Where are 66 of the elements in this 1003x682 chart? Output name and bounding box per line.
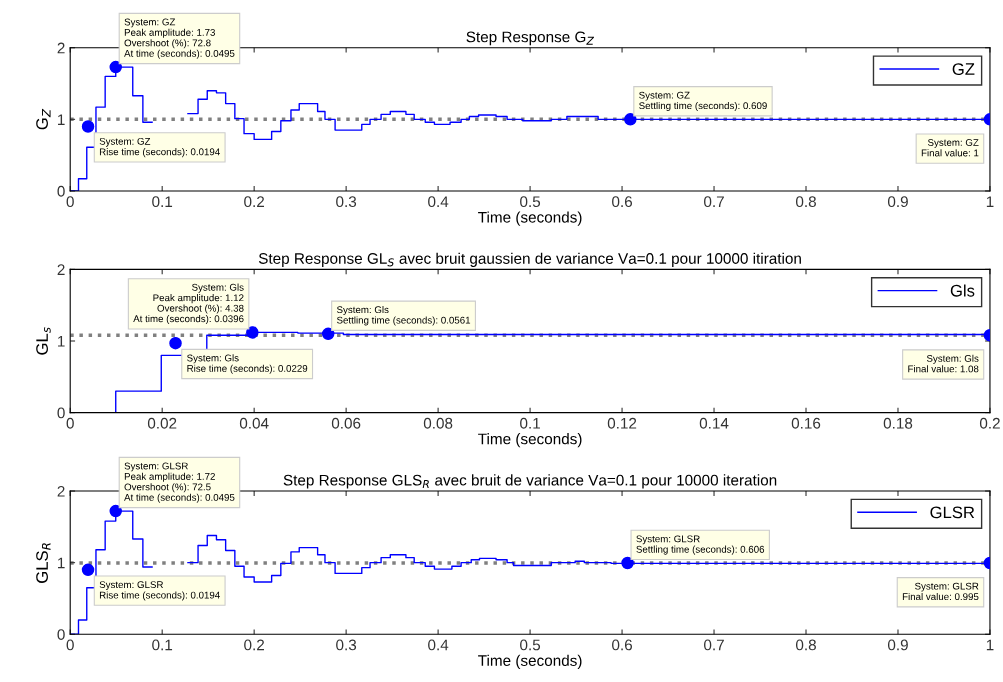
x-tick-label: 0.7 <box>704 196 724 208</box>
y-tick-label: 1 <box>58 557 65 569</box>
x-tick-label: 0.3 <box>336 196 357 208</box>
y-tick-label: 1 <box>58 114 65 125</box>
annotation: System: Gls Settling time (seconds): 0.0561 <box>336 305 471 326</box>
y-tick-label: 2 <box>57 485 65 497</box>
x-tick-label: 0.6 <box>612 639 633 651</box>
y-tick-label: 0 <box>57 407 65 419</box>
chart-title: Step Response GLS$_{R}$ avec bruit de variance Va=0.1 pour 10000 iteration <box>283 474 777 489</box>
x-tick-label: 0.1 <box>520 417 540 429</box>
x-tick-label: 1 <box>986 196 994 207</box>
x-tick-label: 0.04 <box>239 417 269 429</box>
x-tick-label: 0.1 <box>152 639 173 651</box>
x-tick-label: 0.2 <box>244 639 265 651</box>
annotation: System: GZ Rise time (seconds): 0.0194 <box>99 137 220 158</box>
x-tick-label: 0.6 <box>612 196 633 208</box>
x-tick-label: 0.3 <box>336 639 357 651</box>
x-axis-title: Time (seconds) <box>478 433 582 448</box>
x-tick-label: 0.2 <box>244 196 265 208</box>
chart-title: Step Response GL$_{S}$ avec bruit gaussien de variance Va=0.1 pour 10000 itiration <box>258 252 801 267</box>
y-axis-title: GL$_{s}$ <box>36 327 51 355</box>
annotation: System: GLSR Peak amplitude: 1.72 Overshoot (%): 72.5 At time (seconds): 0.0495 <box>124 462 235 503</box>
x-tick-label: 0.06 <box>331 417 361 429</box>
annotation: System: GLSR Final value: 0.995 <box>902 582 979 601</box>
x-tick-label: 0.14 <box>699 417 729 429</box>
x-tick-label: 0.5 <box>520 639 541 651</box>
annotation: System: GLSR Rise time (seconds): 0.0194 <box>99 581 220 601</box>
y-tick-label: 2 <box>57 264 65 275</box>
y-tick-label: 0 <box>57 629 65 640</box>
x-tick-label: 1 <box>986 639 994 651</box>
annotation: System: Gls Final value: 1.08 <box>908 354 979 373</box>
x-axis-title: Time (seconds) <box>478 211 582 226</box>
x-tick-label: 0.02 <box>147 417 177 429</box>
annotation: System: Gls Rise time (seconds): 0.0229 <box>187 354 308 374</box>
x-tick-label: 0.4 <box>428 196 449 208</box>
legend-label: GZ <box>952 63 975 75</box>
legend-label: Gls <box>950 284 975 297</box>
y-tick-label: 1 <box>58 336 65 347</box>
annotation: System: GLSR Settling time (seconds): 0.606 <box>636 535 765 555</box>
x-tick-label: 0.2 <box>979 417 1000 429</box>
x-tick-label: 0.18 <box>883 417 913 429</box>
x-tick-label: 0.16 <box>791 417 821 429</box>
annotation: System: GZ Final value: 1 <box>921 139 979 157</box>
x-tick-label: 0.7 <box>704 639 724 651</box>
annotation: System: GZ Settling time (seconds): 0.609 <box>639 91 767 112</box>
chart-title: Step Response G$_{Z}$ <box>466 31 595 46</box>
x-tick-label: 0 <box>66 417 74 429</box>
x-tick-label: 0.9 <box>887 196 908 208</box>
x-axis-title: Time (seconds) <box>478 654 582 669</box>
x-tick-label: 0.8 <box>795 639 816 651</box>
y-axis-title: G$_{Z}$ <box>36 108 51 130</box>
y-tick-label: 0 <box>57 185 65 197</box>
annotation: System: GZ Peak amplitude: 1.73 Overshoot (%): 72.8 At time (seconds): 0.0495 <box>124 18 235 59</box>
x-tick-label: 0 <box>66 639 74 651</box>
x-tick-label: 0.4 <box>428 639 449 651</box>
x-tick-label: 0.1 <box>152 196 173 208</box>
y-axis-title: GLS$_{R}$ <box>36 543 51 583</box>
x-tick-label: 0.8 <box>795 196 816 208</box>
x-tick-label: 0 <box>66 196 74 208</box>
legend-label: GLSR <box>930 506 975 519</box>
x-tick-label: 0.5 <box>520 196 541 208</box>
x-tick-label: 0.08 <box>423 417 453 429</box>
y-tick-label: 2 <box>57 42 65 54</box>
annotation: System: Gls Peak amplitude: 1.12 Overshoot (%): 4.38 At time (seconds): 0.0396 <box>133 283 244 325</box>
x-tick-label: 0.9 <box>887 639 908 651</box>
x-tick-label: 0.12 <box>607 417 637 429</box>
